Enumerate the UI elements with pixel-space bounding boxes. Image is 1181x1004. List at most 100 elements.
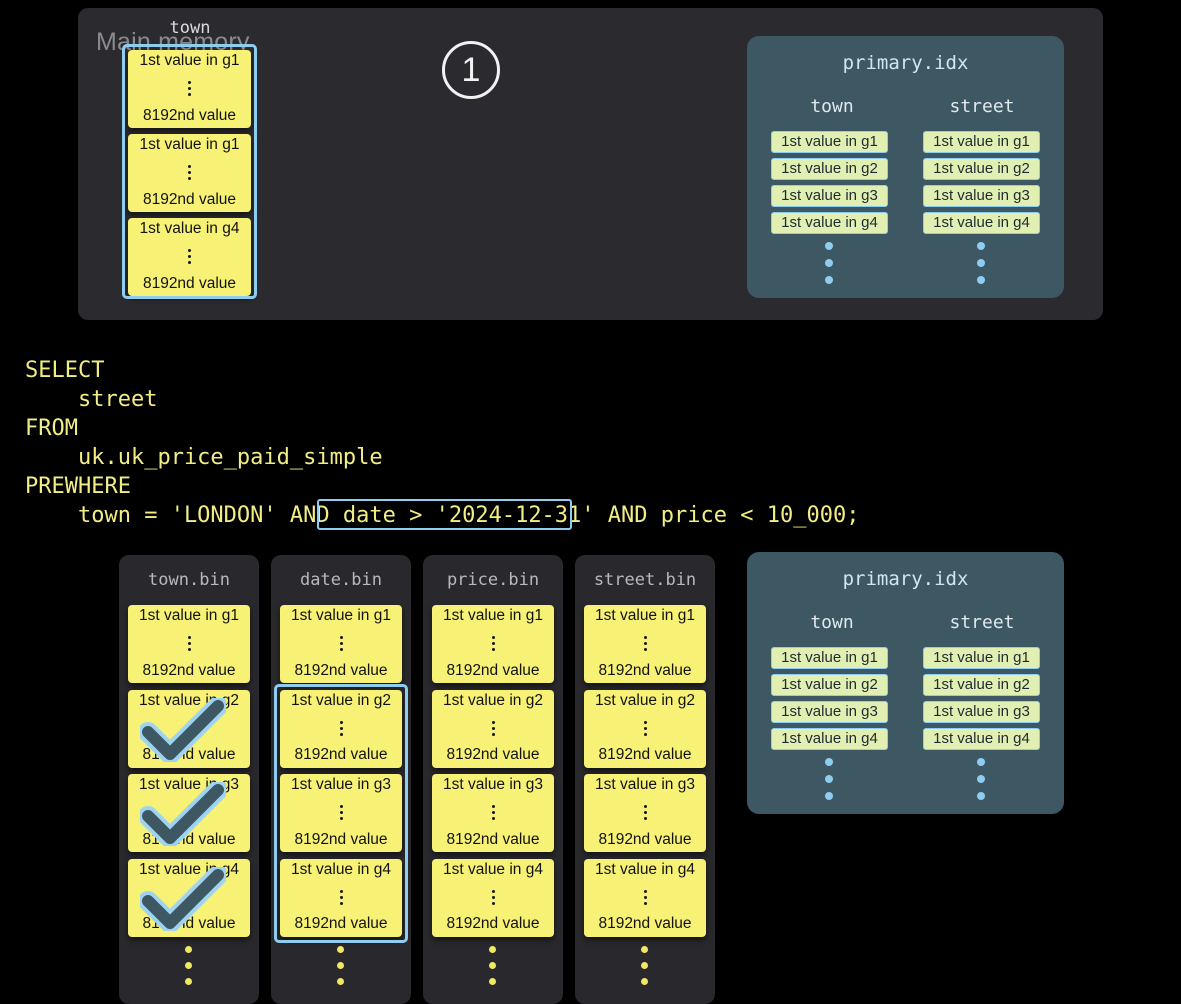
index-mark: 1st value in g3 <box>923 701 1040 723</box>
index-mark: 1st value in g2 <box>923 674 1040 696</box>
granule-last-value: 8192nd value <box>142 661 236 679</box>
storage-granule: 1st value in g3 8192nd value <box>128 774 250 852</box>
memory-column-title-town: town <box>169 18 211 38</box>
memory-granule: 1st value in g1 8192nd value <box>128 134 251 212</box>
storage-granule: 1st value in g2 8192nd value <box>584 689 706 768</box>
storage-granule: 1st value in g1 8192nd value <box>432 605 554 683</box>
primary-index-column-street: street <box>949 96 1015 117</box>
sql-query: SELECT street FROM uk.uk_price_paid_simp… <box>25 358 860 528</box>
storage-granule: 1st value in g1 8192nd value <box>280 605 402 683</box>
granule-last-value: 8192nd value <box>142 274 237 292</box>
granule-last-value: 8192nd value <box>446 915 540 933</box>
index-mark: 1st value in g4 <box>923 212 1040 234</box>
granule-last-value: 8192nd value <box>446 830 540 848</box>
storage-granule: 1st value in g1 8192nd value <box>584 605 706 683</box>
granule-first-value: 1st value in g1 <box>291 607 391 624</box>
storage-granule: 1st value in g2 8192nd value <box>432 689 554 768</box>
storage-primary-index-ellipsis-town <box>825 758 833 800</box>
granule-first-value: 1st value in g1 <box>139 607 239 624</box>
memory-granule: 1st value in g4 8192nd value <box>128 218 251 296</box>
storage-column-title: price.bin <box>446 570 540 590</box>
storage-column-title: street.bin <box>593 570 697 590</box>
granule-first-value: 1st value in g3 <box>139 776 239 793</box>
storage-granule: 1st value in g3 8192nd value <box>584 774 706 852</box>
index-mark: 1st value in g3 <box>923 185 1040 207</box>
granule-ellipsis <box>339 889 343 905</box>
storage-column-ellipsis <box>641 946 648 985</box>
granule-first-value: 1st value in g2 <box>291 691 391 709</box>
storage-column-title: date.bin <box>300 570 382 590</box>
granule-first-value: 1st value in g2 <box>443 691 543 709</box>
index-mark: 1st value in g2 <box>923 158 1040 180</box>
granule-first-value: 1st value in g3 <box>443 776 543 793</box>
granule-last-value: 8192nd value <box>294 746 388 764</box>
granule-last-value: 8192nd value <box>598 830 692 848</box>
storage-column-panel-town-bin: town.bin 1st value in g1 8192nd value 1st v… <box>119 555 259 1004</box>
index-mark: 1st value in g2 <box>771 674 888 696</box>
index-mark: 1st value in g3 <box>771 701 888 723</box>
storage-granule: 1st value in g3 8192nd value <box>432 774 554 852</box>
index-mark: 1st value in g4 <box>923 728 1040 750</box>
granule-last-value: 8192nd value <box>446 661 540 679</box>
storage-column-ellipsis <box>337 946 344 985</box>
index-mark: 1st value in g4 <box>771 728 888 750</box>
step-badge-1: 1 <box>442 41 500 99</box>
granule-ellipsis <box>187 636 191 651</box>
granule-ellipsis <box>339 805 343 820</box>
storage-granule: 1st value in g3 8192nd value <box>280 774 402 852</box>
granule-first-value: 1st value in g4 <box>291 860 391 878</box>
granule-ellipsis <box>188 249 191 264</box>
granule-first-value: 1st value in g4 <box>139 220 240 237</box>
main-memory-primary-index-panel: primary.idx town street 1st value in g1 1… <box>747 36 1064 298</box>
index-mark: 1st value in g3 <box>771 185 888 207</box>
granule-last-value: 8192nd value <box>598 661 692 679</box>
primary-index-ellipsis-town <box>825 242 833 284</box>
granule-ellipsis <box>643 889 647 905</box>
storage-column-panel-date-bin: date.bin 1st value in g1 8192nd value 1st v… <box>271 555 411 1004</box>
primary-index-ellipsis-street <box>977 242 985 284</box>
primary-index-column-town: town <box>810 96 854 117</box>
index-mark: 1st value in g1 <box>771 647 888 669</box>
granule-last-value: 8192nd value <box>598 915 692 933</box>
granule-last-value: 8192nd value <box>142 746 236 764</box>
granule-first-value: 1st value in g3 <box>291 776 391 793</box>
granule-first-value: 1st value in g2 <box>595 691 695 709</box>
granule-ellipsis <box>187 889 191 905</box>
granule-ellipsis <box>643 720 647 736</box>
granule-first-value: 1st value in g1 <box>595 607 695 624</box>
storage-column-panel-price-bin: price.bin 1st value in g1 8192nd value 1st … <box>423 555 563 1004</box>
granule-ellipsis <box>491 805 495 820</box>
index-mark: 1st value in g1 <box>771 131 888 153</box>
granule-last-value: 8192nd value <box>142 915 236 933</box>
storage-column-title: town.bin <box>148 570 230 590</box>
granule-ellipsis <box>188 165 191 180</box>
storage-granule: 1st value in g2 8192nd value <box>128 689 250 768</box>
sql-highlight-date-predicate <box>317 499 572 530</box>
primary-index-title: primary.idx <box>842 52 969 74</box>
granule-ellipsis <box>339 636 343 651</box>
granule-first-value: 1st value in g4 <box>443 860 543 878</box>
granule-last-value: 8192nd value <box>142 106 237 124</box>
storage-granule: 1st value in g1 8192nd value <box>128 605 250 683</box>
granule-last-value: 8192nd value <box>142 830 236 848</box>
granule-ellipsis <box>491 889 495 905</box>
granule-last-value: 8192nd value <box>294 661 388 679</box>
granule-ellipsis <box>339 720 343 736</box>
granule-ellipsis <box>643 805 647 820</box>
granule-ellipsis <box>188 81 191 96</box>
granule-first-value: 1st value in g1 <box>443 607 543 624</box>
granule-first-value: 1st value in g4 <box>595 860 695 878</box>
granule-first-value: 1st value in g4 <box>139 860 239 878</box>
granule-last-value: 8192nd value <box>446 746 540 764</box>
storage-primary-index-ellipsis-street <box>977 758 985 800</box>
storage-granule: 1st value in g4 8192nd value <box>280 858 402 937</box>
granule-ellipsis <box>643 636 647 651</box>
granule-ellipsis <box>491 720 495 736</box>
granule-last-value: 8192nd value <box>294 830 388 848</box>
granule-first-value: 1st value in g3 <box>595 776 695 793</box>
granule-last-value: 8192nd value <box>142 190 237 208</box>
storage-granule: 1st value in g4 8192nd value <box>128 858 250 937</box>
storage-primary-index-column-town: town <box>810 612 854 633</box>
index-mark: 1st value in g1 <box>923 131 1040 153</box>
